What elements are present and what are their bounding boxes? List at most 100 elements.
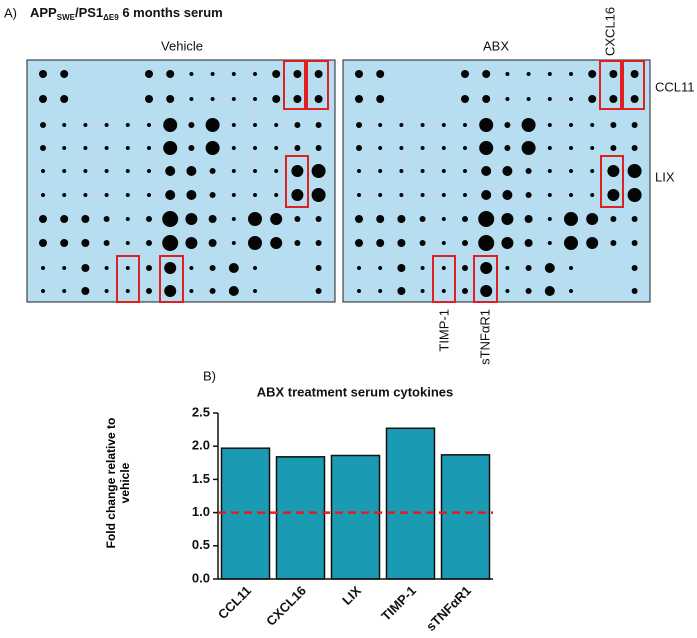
x-tick-label: TIMP-1 — [378, 583, 419, 624]
blot-spot — [526, 97, 531, 101]
blot-spot — [547, 241, 552, 245]
highlight-box — [600, 155, 624, 208]
blot-spot — [463, 146, 467, 150]
blot-spot — [569, 72, 573, 76]
blot-spot — [208, 215, 217, 223]
blot-spot — [146, 288, 152, 294]
blot-spot — [274, 123, 279, 127]
blot-spot — [501, 213, 514, 225]
blot-spot — [270, 213, 283, 225]
blot-spot — [590, 193, 595, 197]
blot-spot — [569, 289, 573, 293]
blot-spot — [81, 239, 90, 247]
blot-spot — [60, 70, 69, 78]
blot-spot — [39, 95, 47, 103]
blot-spot — [253, 266, 257, 270]
blot-spot — [564, 212, 578, 226]
blot-spot — [524, 215, 533, 223]
blot-spot — [481, 166, 492, 176]
blot-spot — [525, 168, 532, 174]
blot-spot — [397, 215, 406, 223]
blot-spot — [376, 215, 385, 223]
blot-spot — [544, 263, 555, 273]
bar — [440, 454, 491, 580]
blot-spot — [147, 193, 151, 197]
blot-spot — [610, 145, 617, 151]
blot-spot — [103, 216, 110, 222]
blot-spot — [311, 188, 326, 202]
blot-spot — [547, 123, 552, 127]
blot-spot — [631, 288, 638, 294]
spot-label: CXCL16 — [602, 7, 617, 56]
spot-label: TIMP-1 — [436, 309, 451, 352]
blot-spot — [356, 145, 362, 151]
blot-spot — [610, 122, 617, 128]
y-tick-label: 1.5 — [192, 471, 210, 486]
blot-spot — [547, 146, 552, 150]
blot-spot — [356, 122, 362, 128]
blot-spot — [186, 166, 197, 176]
blot-membrane — [26, 59, 336, 303]
blot-spot — [104, 123, 109, 127]
blot-spot — [291, 189, 304, 201]
blot-spot — [441, 241, 446, 245]
blot-spot — [104, 193, 109, 197]
blot-spot — [164, 262, 177, 274]
blot-spot — [164, 285, 177, 297]
blot-spot — [231, 146, 236, 150]
blot-spot — [253, 169, 257, 173]
blot-spot — [209, 288, 216, 294]
panel-label: A) — [4, 5, 17, 20]
blot-spot — [630, 70, 639, 78]
blot-spot — [104, 169, 109, 173]
blot-spot — [185, 237, 198, 249]
blot-spot — [502, 166, 513, 176]
blot-spot — [231, 72, 236, 76]
blot-spot — [315, 122, 322, 128]
blot-spot — [505, 289, 510, 293]
blot-spot — [205, 118, 220, 132]
blot-spot — [103, 240, 110, 246]
blot-spot — [630, 95, 639, 103]
blot-spot — [441, 266, 446, 270]
blot-spot — [376, 95, 385, 103]
blot-spot — [166, 95, 175, 103]
blot-spot — [504, 145, 511, 151]
blot-spot — [569, 146, 573, 150]
blot-spot — [588, 70, 597, 78]
blot-spot — [479, 141, 494, 155]
blot-spot — [462, 265, 468, 271]
blot-label: Vehicle — [161, 38, 203, 53]
blot-spot — [399, 123, 404, 127]
title-part: APP — [30, 5, 57, 20]
blot-spot — [188, 122, 195, 128]
blot-spots — [39, 70, 642, 297]
blot-spot — [505, 72, 510, 76]
blot-spot — [41, 266, 45, 270]
spot-label: LIX — [655, 169, 675, 184]
blot-spot — [378, 266, 383, 270]
blot-spot — [441, 146, 446, 150]
blot-spot — [378, 169, 383, 173]
x-tick-label: CCL11 — [215, 583, 254, 622]
blot-spot — [478, 235, 495, 251]
blot-spot — [274, 146, 279, 150]
blot-spot — [480, 262, 493, 274]
blot-spot — [441, 193, 446, 197]
blot-spot — [162, 235, 179, 251]
blot-spot — [569, 169, 573, 173]
blot-spot — [462, 216, 468, 222]
blot-spot — [627, 164, 642, 178]
blot-spot — [544, 286, 555, 296]
blot-spot — [378, 193, 383, 197]
blot-spot — [62, 169, 67, 173]
blot-spot — [274, 169, 279, 173]
blot-spot — [62, 193, 67, 197]
blot-spot — [231, 193, 236, 197]
title-part: /PS1 — [75, 5, 103, 20]
blot-spot — [525, 288, 532, 294]
blot-spot — [165, 166, 176, 176]
blot-spot — [125, 241, 130, 245]
blot-spot — [378, 123, 383, 127]
